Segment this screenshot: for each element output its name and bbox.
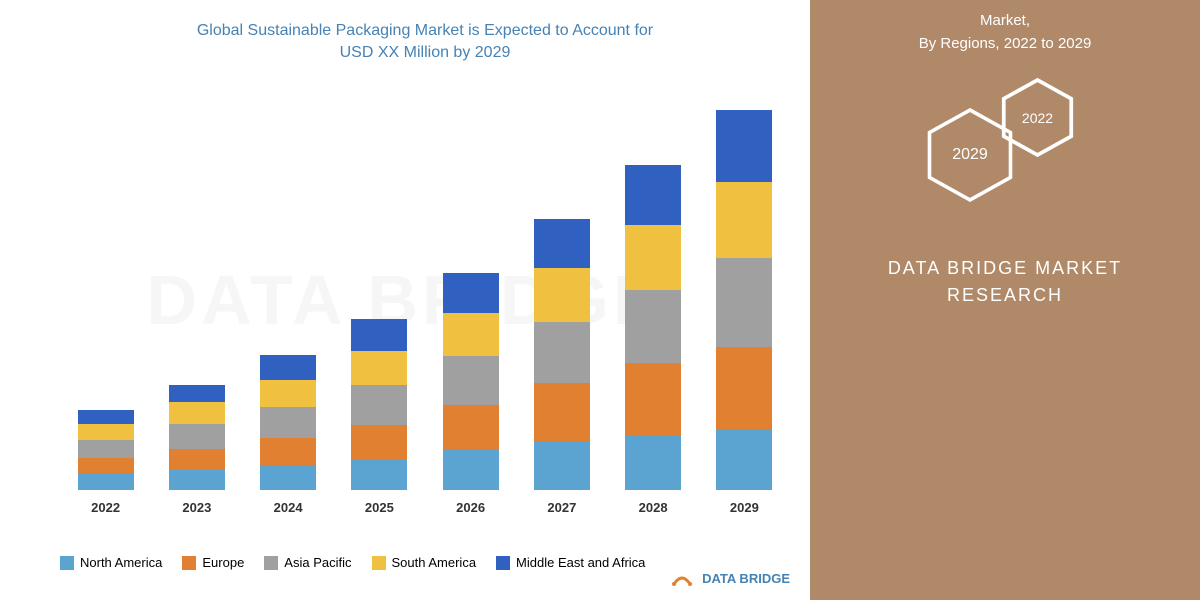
bar-group: 2028 xyxy=(625,165,681,515)
legend-swatch xyxy=(496,556,510,570)
bar-segment xyxy=(351,351,407,385)
bar-label: 2023 xyxy=(182,500,211,515)
brand-line1: DATA BRIDGE MARKET xyxy=(888,258,1122,278)
bar-segment xyxy=(716,429,772,490)
chart-title-line2: USD XX Million by 2029 xyxy=(340,44,511,61)
bar-segment xyxy=(260,438,316,465)
legend-label: Europe xyxy=(202,555,244,570)
bar-label: 2026 xyxy=(456,500,485,515)
bar-segment xyxy=(534,383,590,441)
bar-segment xyxy=(443,273,499,313)
chart-panel: DATA BRIDGE Global Sustainable Packaging… xyxy=(0,0,810,600)
bar-stack xyxy=(443,273,499,490)
bar-group: 2023 xyxy=(169,385,225,515)
right-title-line2: By Regions, 2022 to 2029 xyxy=(919,35,1092,52)
bar-segment xyxy=(443,356,499,405)
bar-segment xyxy=(78,440,134,458)
legend-swatch xyxy=(264,556,278,570)
legend-item: Asia Pacific xyxy=(264,555,351,570)
bar-label: 2029 xyxy=(730,500,759,515)
bar-segment xyxy=(169,385,225,403)
bar-segment xyxy=(716,258,772,347)
brand-line2: RESEARCH xyxy=(947,285,1063,305)
bar-group: 2024 xyxy=(260,355,316,515)
legend-label: South America xyxy=(392,555,477,570)
bar-segment xyxy=(78,474,134,490)
bar-segment xyxy=(78,458,134,474)
bottom-logo: DATA BRIDGE xyxy=(670,566,790,590)
bar-segment xyxy=(260,407,316,438)
bar-stack xyxy=(625,165,681,490)
bar-segment xyxy=(625,435,681,490)
bar-stack xyxy=(716,110,772,490)
legend-swatch xyxy=(372,556,386,570)
legend-label: North America xyxy=(80,555,162,570)
bar-label: 2025 xyxy=(365,500,394,515)
hexagon-small: 2022 xyxy=(1000,75,1075,160)
bar-group: 2025 xyxy=(351,319,407,515)
bar-segment xyxy=(169,470,225,490)
bar-segment xyxy=(625,363,681,435)
legend-label: Middle East and Africa xyxy=(516,555,645,570)
bar-segment xyxy=(534,219,590,268)
bar-segment xyxy=(534,322,590,383)
chart-area: 2022 2023 2024 2025 2026 2027 2028 2029 xyxy=(60,80,790,545)
right-title-line1: Market, xyxy=(980,12,1030,29)
bar-segment xyxy=(78,410,134,423)
legend-swatch xyxy=(60,556,74,570)
bar-stack xyxy=(534,219,590,490)
bar-segment xyxy=(443,313,499,356)
legend-item: Europe xyxy=(182,555,244,570)
legend-item: North America xyxy=(60,555,162,570)
bar-stack xyxy=(78,410,134,490)
bar-segment xyxy=(716,182,772,258)
bar-segment xyxy=(351,459,407,490)
legend-item: South America xyxy=(372,555,477,570)
bar-group: 2022 xyxy=(78,410,134,515)
bar-segment xyxy=(443,405,499,450)
brand-text: DATA BRIDGE MARKET RESEARCH xyxy=(888,255,1122,309)
bar-group: 2027 xyxy=(534,219,590,515)
bar-segment xyxy=(351,425,407,459)
bar-group: 2026 xyxy=(443,273,499,515)
bar-segment xyxy=(625,165,681,226)
bar-segment xyxy=(716,347,772,429)
chart-title-line1: Global Sustainable Packaging Market is E… xyxy=(197,22,653,39)
bar-segment xyxy=(260,380,316,407)
bar-segment xyxy=(443,450,499,490)
bar-segment xyxy=(169,449,225,470)
bar-segment xyxy=(260,465,316,490)
bar-segment xyxy=(351,385,407,425)
right-panel: Market, By Regions, 2022 to 2029 2029 20… xyxy=(810,0,1200,600)
chart-title: Global Sustainable Packaging Market is E… xyxy=(60,20,790,65)
bar-segment xyxy=(625,225,681,289)
legend-item: Middle East and Africa xyxy=(496,555,645,570)
bar-label: 2022 xyxy=(91,500,120,515)
bars-container: 2022 2023 2024 2025 2026 2027 2028 2029 xyxy=(60,80,790,515)
legend-label: Asia Pacific xyxy=(284,555,351,570)
bar-label: 2024 xyxy=(274,500,303,515)
bar-stack xyxy=(169,385,225,490)
hex-year-large: 2029 xyxy=(952,146,988,164)
bar-label: 2028 xyxy=(639,500,668,515)
bar-segment xyxy=(169,424,225,449)
bar-stack xyxy=(351,319,407,490)
bar-segment xyxy=(260,355,316,380)
bottom-logo-text: DATA BRIDGE xyxy=(702,571,790,586)
bar-segment xyxy=(78,424,134,440)
bar-group: 2029 xyxy=(716,110,772,515)
bar-segment xyxy=(169,402,225,423)
bar-stack xyxy=(260,355,316,490)
bar-segment xyxy=(351,319,407,350)
bar-segment xyxy=(716,110,772,182)
bar-segment xyxy=(534,441,590,490)
bridge-logo-icon xyxy=(670,566,694,590)
bar-segment xyxy=(625,290,681,363)
right-title: Market, By Regions, 2022 to 2029 xyxy=(919,10,1092,55)
bar-label: 2027 xyxy=(547,500,576,515)
hexagon-container: 2029 2022 xyxy=(905,75,1105,215)
hex-year-small: 2022 xyxy=(1022,110,1053,126)
legend-swatch xyxy=(182,556,196,570)
bar-segment xyxy=(534,268,590,322)
